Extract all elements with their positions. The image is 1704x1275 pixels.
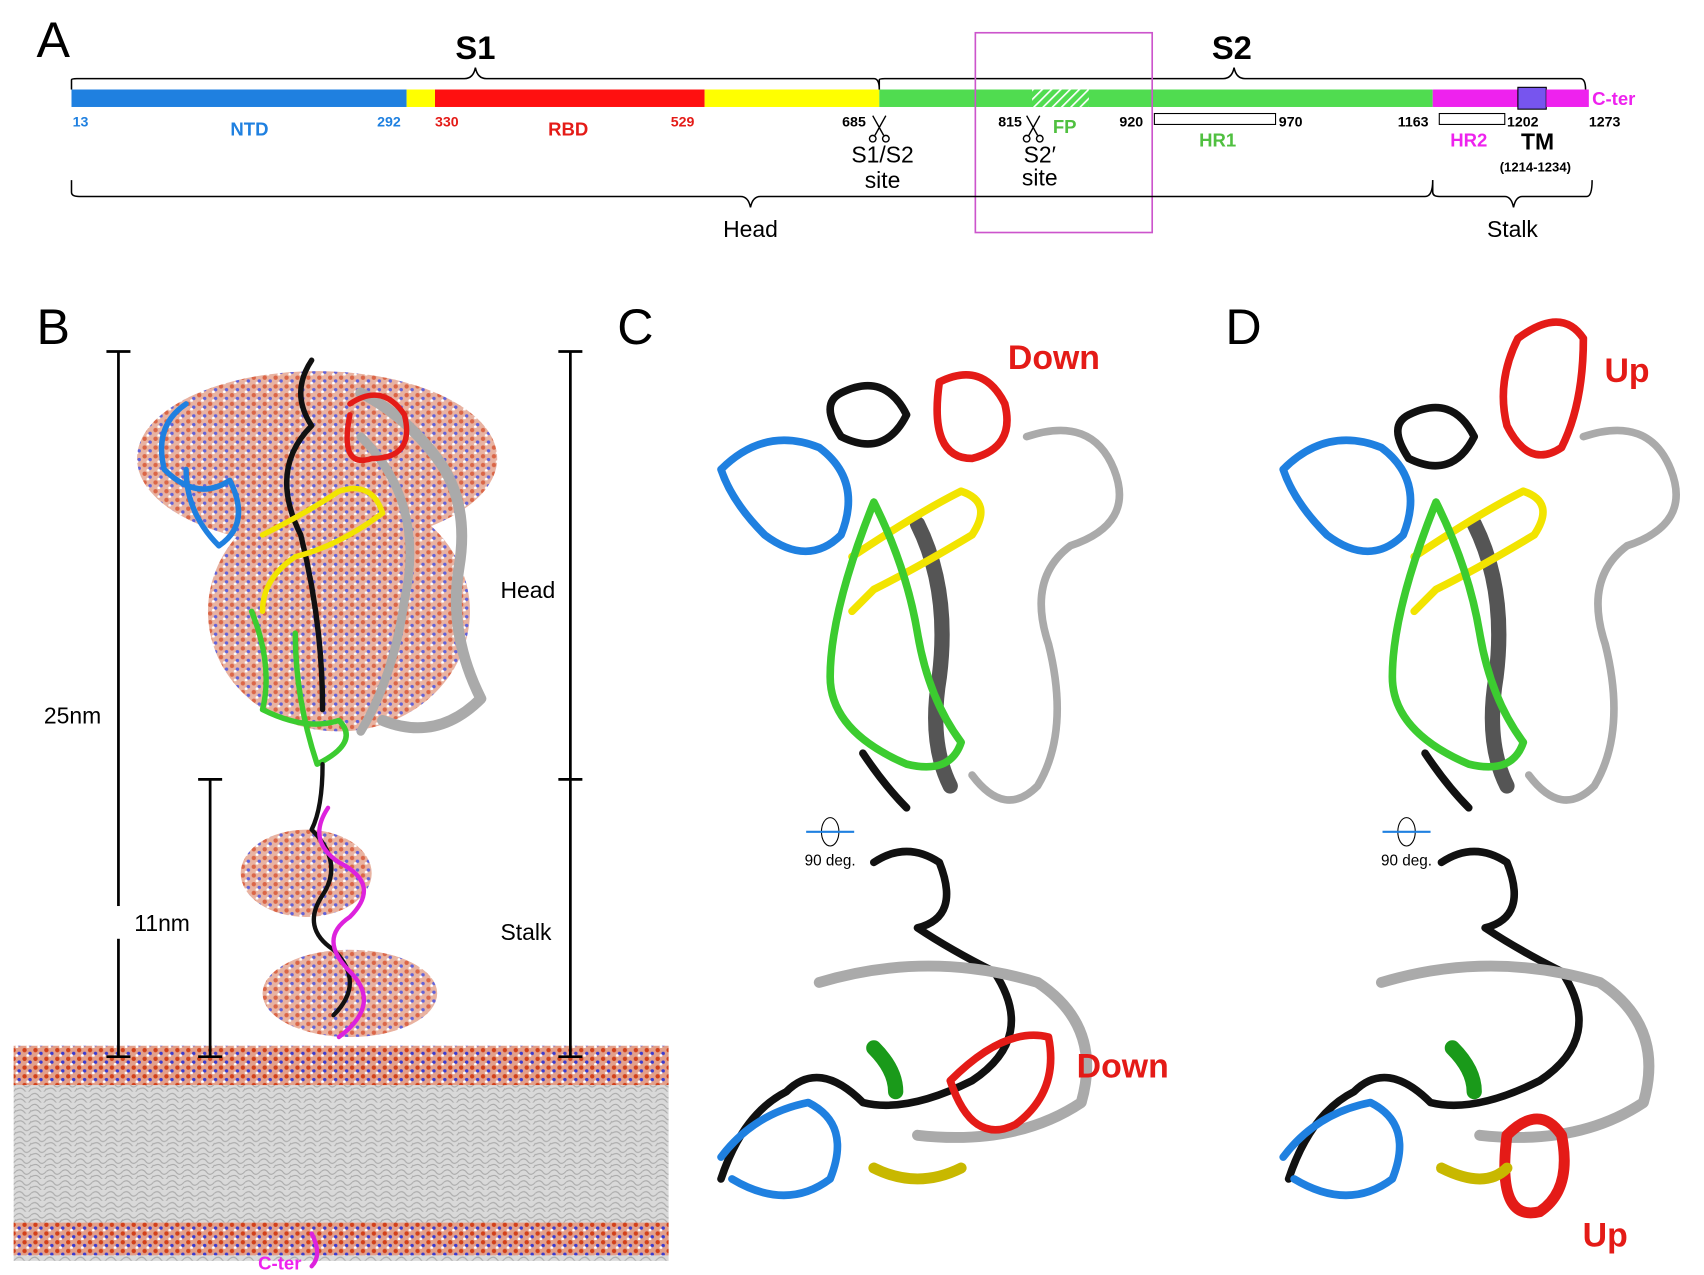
terminus-label: C-ter	[258, 1253, 301, 1274]
rotation-label: 90 deg.	[805, 853, 856, 870]
panel-c: C Down Down 90 deg.	[617, 299, 1169, 1199]
domain-label: TM	[1521, 129, 1554, 155]
residue: 1273	[1589, 115, 1621, 131]
brace	[878, 67, 1587, 90]
segment	[406, 89, 436, 107]
residue: 1163	[1398, 115, 1429, 131]
panel-label: C	[617, 299, 653, 355]
panel-label: A	[37, 12, 71, 68]
segment	[1517, 86, 1547, 110]
rotation-icon	[806, 817, 855, 847]
site-label: site	[865, 167, 901, 193]
site-label: S2′	[1024, 142, 1056, 168]
brace	[70, 180, 1434, 208]
domain-label: FP	[1053, 116, 1077, 137]
membrane-heads	[13, 1222, 669, 1256]
spike-model	[158, 357, 487, 1269]
residue: 815	[998, 115, 1022, 131]
spike-side-view	[717, 371, 1124, 1199]
rotation-icon	[1382, 817, 1431, 847]
segment	[1432, 89, 1518, 107]
domain-label: HR1	[1199, 129, 1236, 150]
label-bg	[116, 906, 204, 939]
residue: 920	[1119, 115, 1143, 131]
domain-range: (1214-1234)	[1500, 159, 1571, 174]
state-label: Down	[1008, 339, 1100, 377]
segment	[71, 89, 407, 107]
hr1-box	[1153, 112, 1277, 125]
highlight-box	[974, 31, 1154, 234]
domain-bar	[71, 86, 1589, 110]
state-label: Down	[1077, 1047, 1169, 1085]
site-label: S1/S2	[851, 142, 913, 168]
hr2-box	[1438, 112, 1506, 125]
glycans	[136, 371, 498, 1038]
residue: 1202	[1507, 115, 1539, 131]
residue: 970	[1279, 115, 1303, 131]
region-label: S1	[455, 29, 495, 66]
panel-a: A S1 S2 C-ter 13 292 330 529 685 815 920…	[37, 12, 1636, 242]
residue: 292	[377, 115, 401, 131]
domain-label: RBD	[548, 118, 588, 139]
scale-bars	[106, 350, 583, 1059]
segment	[1032, 89, 1089, 107]
region-label: Stalk	[1487, 216, 1538, 242]
region-label: Head	[501, 577, 556, 603]
segment	[1546, 89, 1589, 107]
residue: 13	[73, 115, 89, 131]
residue: 330	[435, 115, 459, 131]
region-label: Stalk	[501, 919, 552, 945]
scale-label: 25nm	[44, 703, 101, 729]
rotation-label: 90 deg.	[1381, 853, 1432, 870]
brace	[70, 67, 881, 90]
state-label: Up	[1604, 352, 1649, 390]
label-bg	[31, 698, 115, 732]
state-label: Up	[1583, 1217, 1628, 1255]
domain-label: HR2	[1450, 129, 1487, 150]
segment	[435, 89, 705, 107]
residue: 685	[842, 115, 866, 131]
domain-label: NTD	[230, 118, 268, 139]
brace	[1431, 180, 1593, 208]
panel-label: B	[37, 299, 71, 355]
terminus-label: C-ter	[1592, 88, 1635, 109]
residue: 529	[671, 115, 695, 131]
site-label: site	[1022, 165, 1058, 191]
membrane-heads	[13, 1045, 669, 1086]
panel-b: B 25nm 11nm Head Stalk C-ter	[13, 299, 669, 1274]
region-label: S2	[1212, 29, 1252, 66]
panel-label: D	[1225, 299, 1261, 355]
segment	[879, 89, 1433, 107]
spike-side-view	[1279, 318, 1680, 1219]
panel-d: D Up Up 90 deg.	[1225, 299, 1680, 1255]
scissors	[868, 115, 1044, 143]
scale-label: 11nm	[134, 910, 190, 936]
segment	[704, 89, 880, 107]
region-label: Head	[723, 216, 778, 242]
